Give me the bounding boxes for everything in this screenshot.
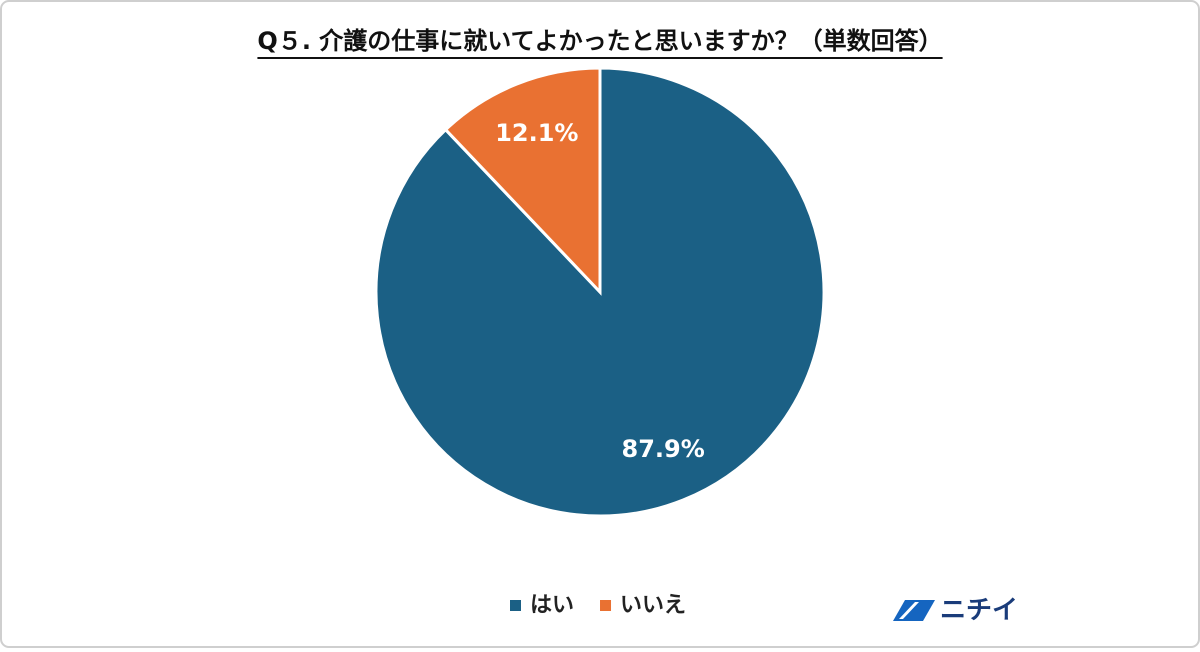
legend-swatch bbox=[600, 600, 612, 611]
legend-swatch bbox=[510, 600, 521, 611]
legend-label: いいえ bbox=[620, 593, 686, 618]
pie-slice bbox=[443, 66, 602, 296]
data-label: 12.1% bbox=[495, 119, 578, 147]
logo-text: ニチイ bbox=[940, 596, 1018, 626]
logo-mark bbox=[899, 602, 919, 619]
legend-label: はい bbox=[530, 593, 574, 618]
data-label: 87.9% bbox=[622, 435, 705, 463]
logo: ニチイ bbox=[893, 596, 1018, 626]
chart-title: Q５. 介護の仕事に就いてよかったと思いますか？（単数回答） bbox=[257, 27, 942, 55]
